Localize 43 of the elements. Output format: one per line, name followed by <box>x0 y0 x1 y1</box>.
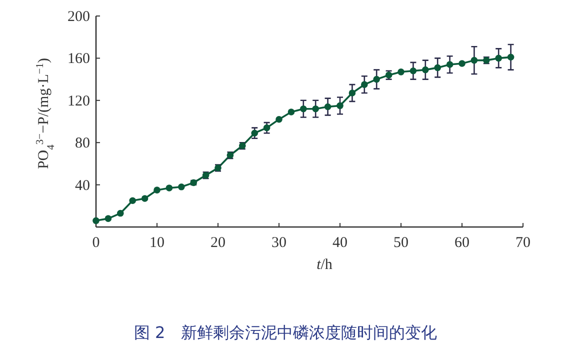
x-tick-label: 30 <box>272 235 286 251</box>
point <box>263 124 270 132</box>
point <box>507 54 514 61</box>
x-tick-label: 10 <box>150 235 164 251</box>
point <box>495 54 502 62</box>
point <box>422 66 429 74</box>
x-tick-label: 60 <box>454 235 470 251</box>
point <box>141 195 148 202</box>
point <box>434 64 441 72</box>
point <box>129 197 136 204</box>
point <box>104 215 112 222</box>
point <box>398 68 404 76</box>
point <box>276 116 282 123</box>
point <box>300 105 307 112</box>
point <box>446 61 454 68</box>
point <box>324 103 332 110</box>
y-tick-label: 40 <box>75 178 90 194</box>
point <box>361 81 368 88</box>
point <box>251 130 258 137</box>
x-tick-label: 40 <box>332 235 348 251</box>
point <box>288 108 295 116</box>
point <box>166 184 173 192</box>
point <box>336 102 344 110</box>
point <box>458 60 466 67</box>
point <box>312 105 319 112</box>
y-tick-label: 80 <box>75 136 90 152</box>
point <box>470 56 478 64</box>
x-tick-label: 70 <box>516 235 530 251</box>
y-tick-label: 160 <box>68 51 90 68</box>
point <box>92 217 100 224</box>
point <box>373 76 380 83</box>
point <box>154 186 160 194</box>
point <box>178 184 185 190</box>
point <box>348 90 356 96</box>
caption: 图 2 新鲜剩余污泥中磷浓度随时间的变化 <box>134 323 438 342</box>
y-tick-label: 120 <box>68 93 90 110</box>
point <box>117 210 124 217</box>
x-axis-title: t/h <box>316 257 333 273</box>
x-tick-label: 50 <box>394 235 408 251</box>
x-tick-label: 0 <box>92 235 100 251</box>
x-tick-label: 20 <box>210 235 226 251</box>
point <box>410 67 417 74</box>
y-tick-label: 200 <box>68 9 90 25</box>
